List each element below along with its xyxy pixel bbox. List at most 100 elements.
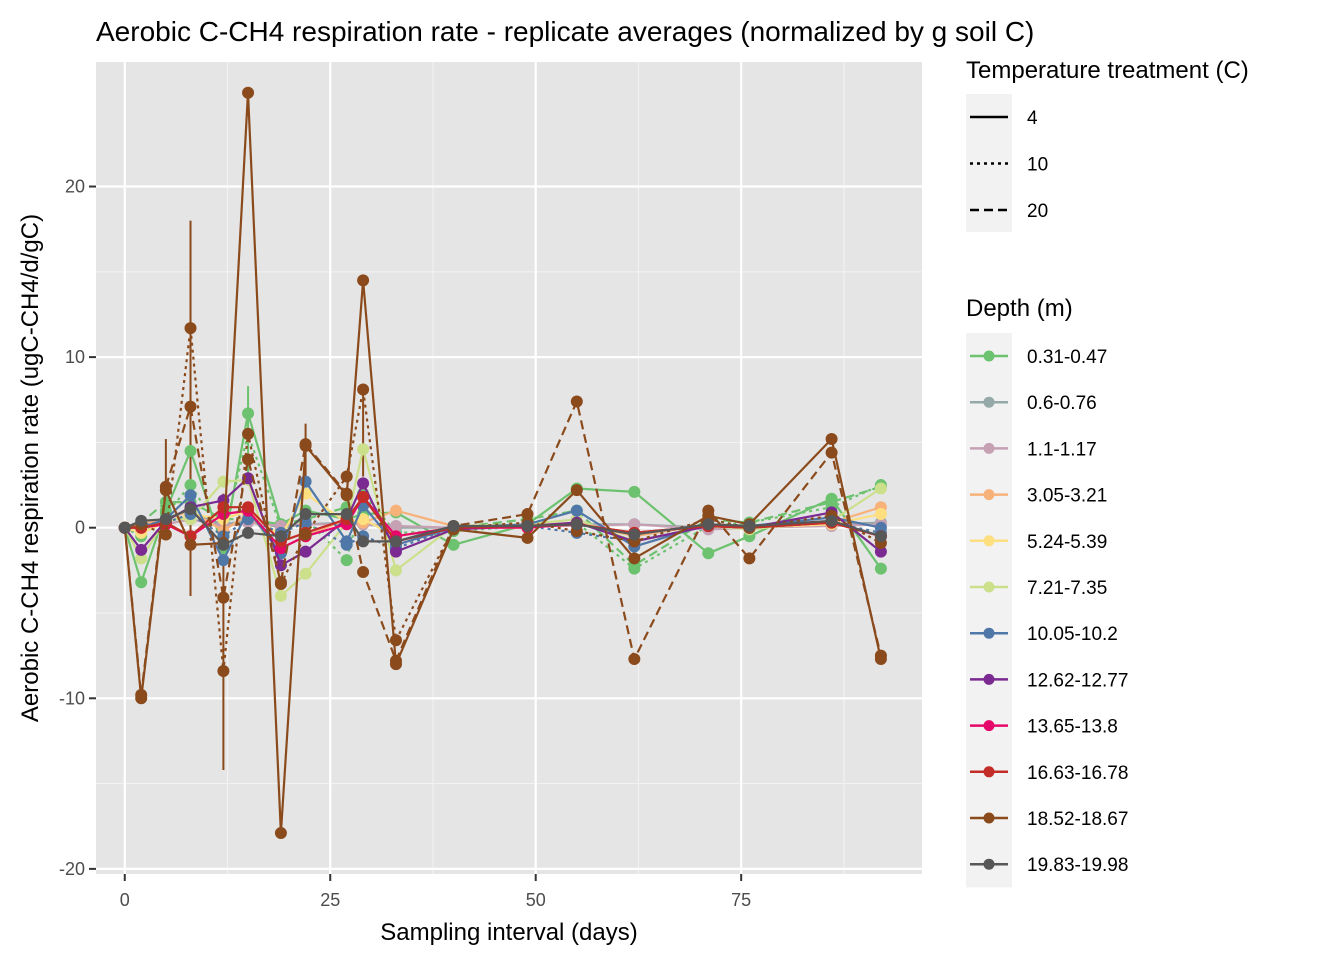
data-point xyxy=(628,528,641,541)
data-point xyxy=(340,538,353,551)
data-point xyxy=(242,427,255,440)
x-tick-label: 75 xyxy=(731,890,751,910)
data-point xyxy=(340,487,353,500)
legend-depth-label: 7.21-7.35 xyxy=(1027,578,1107,599)
data-point xyxy=(274,530,287,543)
data-point xyxy=(274,589,287,602)
y-tick-label: -20 xyxy=(59,859,85,879)
data-point xyxy=(340,508,353,521)
data-point xyxy=(340,470,353,483)
data-point xyxy=(874,530,887,543)
legend-depth-key-point xyxy=(983,627,995,639)
data-point xyxy=(299,508,312,521)
plot-panel xyxy=(96,62,922,874)
data-point xyxy=(570,504,583,517)
data-point xyxy=(242,501,255,514)
data-point xyxy=(242,86,255,99)
legend-depth-label: 0.6-0.76 xyxy=(1027,393,1097,414)
x-tick-label: 0 xyxy=(120,890,130,910)
y-axis-label: Aerobic C-CH4 respiration rate (ugC-CH4/… xyxy=(17,214,44,722)
data-point xyxy=(357,513,370,526)
data-point xyxy=(702,518,715,531)
data-point xyxy=(628,518,641,531)
data-point xyxy=(242,513,255,526)
legend-depth-label: 16.63-16.78 xyxy=(1027,763,1128,784)
data-point xyxy=(340,554,353,567)
data-point xyxy=(299,438,312,451)
data-point xyxy=(570,395,583,408)
data-point xyxy=(299,567,312,580)
data-point xyxy=(874,649,887,662)
legend-depth: Depth (m) 0.31-0.47 0.6-0.76 1.1-1.17 3.05-… xyxy=(966,295,1128,888)
legend-depth-label: 12.62-12.77 xyxy=(1027,670,1128,691)
data-point xyxy=(570,484,583,497)
x-tick-label: 25 xyxy=(320,890,340,910)
data-point xyxy=(299,545,312,558)
data-point xyxy=(184,400,197,413)
y-tick-label: 0 xyxy=(75,518,85,538)
legend-depth-key-point xyxy=(983,396,995,408)
data-point xyxy=(447,520,460,532)
data-point xyxy=(159,480,172,493)
legend-depth-key-point xyxy=(983,489,995,501)
data-point xyxy=(217,538,230,551)
data-point xyxy=(217,554,230,567)
data-point xyxy=(135,688,148,701)
data-point xyxy=(389,504,402,517)
legend-depth-label: 10.05-10.2 xyxy=(1027,624,1118,645)
y-tick-label: -10 xyxy=(59,688,85,708)
data-point xyxy=(135,514,148,527)
data-point xyxy=(357,566,370,579)
data-point xyxy=(135,552,148,565)
data-point xyxy=(242,453,255,466)
data-point xyxy=(242,526,255,539)
data-point xyxy=(743,520,756,532)
data-point xyxy=(135,576,148,589)
data-point xyxy=(135,543,148,556)
data-point xyxy=(184,489,197,502)
data-point xyxy=(299,475,312,488)
legend-depth-label: 5.24-5.39 xyxy=(1027,532,1107,553)
data-point xyxy=(217,591,230,604)
legend-depth-keys xyxy=(966,333,1012,888)
data-point xyxy=(628,653,641,666)
data-point xyxy=(357,477,370,490)
legend-temperature: Temperature treatment (C) 4 10 20 xyxy=(966,57,1249,232)
legend-depth-key-point xyxy=(983,673,995,685)
x-axis-label: Sampling interval (days) xyxy=(380,919,637,946)
data-point xyxy=(274,827,287,840)
y-tick-label: 10 xyxy=(65,347,85,367)
data-point xyxy=(447,538,460,551)
series-layer xyxy=(118,86,887,840)
legend-temperature-label: 20 xyxy=(1027,201,1048,222)
legend-depth-key-point xyxy=(983,535,995,547)
data-point xyxy=(825,496,838,509)
data-point xyxy=(357,535,370,548)
legend-depth-key-point xyxy=(983,350,995,362)
axis-layer: 0 25 50 75 -20 -10 0 10 20 xyxy=(59,177,751,910)
data-point xyxy=(184,538,197,551)
data-point xyxy=(184,479,197,492)
legend-depth-label: 1.1-1.17 xyxy=(1027,439,1097,460)
data-point xyxy=(825,446,838,459)
legend-depth-key-point xyxy=(983,858,995,870)
data-point xyxy=(874,508,887,521)
legend-depth-key-point xyxy=(983,812,995,824)
legend-depth-label: 19.83-19.98 xyxy=(1027,855,1128,876)
y-tick-label: 20 xyxy=(65,177,85,197)
legend-depth-key-point xyxy=(983,720,995,732)
data-point xyxy=(118,521,131,534)
data-point xyxy=(217,501,230,514)
legend-depth-label: 0.31-0.47 xyxy=(1027,347,1107,368)
data-point xyxy=(357,491,370,503)
data-point xyxy=(743,552,756,565)
data-point xyxy=(299,516,312,529)
legend-depth-label: 13.65-13.8 xyxy=(1027,717,1118,738)
data-point xyxy=(357,443,370,456)
legend-temperature-label: 10 xyxy=(1027,155,1048,176)
data-point xyxy=(274,576,287,589)
data-point xyxy=(184,444,197,457)
data-point xyxy=(389,564,402,577)
